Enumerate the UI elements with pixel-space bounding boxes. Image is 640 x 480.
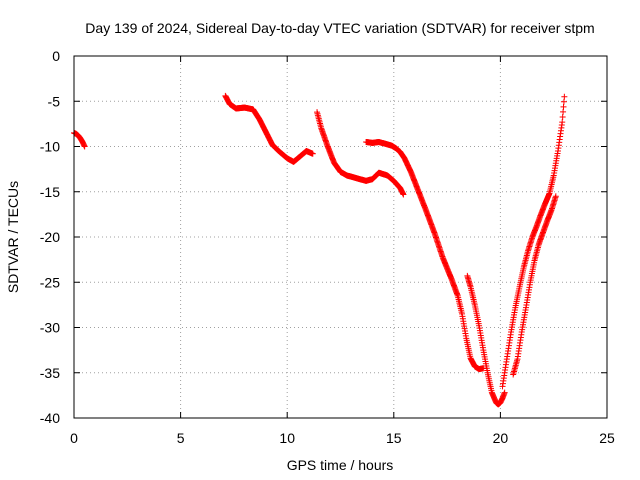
x-tick-label: 0 (70, 430, 78, 446)
series-segment-2 (222, 92, 316, 165)
data-point (560, 98, 567, 105)
data-point (560, 103, 567, 110)
x-tick-label: 15 (386, 430, 402, 446)
y-tick-label: -35 (40, 365, 60, 381)
y-tick-label: -40 (40, 410, 60, 426)
data-point (552, 193, 559, 200)
series-segment-3 (314, 109, 407, 198)
tick-labels: 0 5 10 15 20 25 0 -5 -10 -15 -20 -25 -30 -35 -40 (40, 48, 615, 446)
x-tick-label: 5 (177, 430, 185, 446)
y-tick-label: 0 (52, 48, 60, 64)
data-point (559, 119, 566, 126)
y-tick-label: -30 (40, 320, 60, 336)
y-tick-label: -15 (40, 184, 60, 200)
y-tick-label: -25 (40, 274, 60, 290)
plot-frame (73, 55, 608, 419)
series-segment-4 (363, 138, 487, 373)
y-tick-label: -5 (48, 93, 61, 109)
data-point (560, 108, 567, 115)
x-tick-label: 25 (599, 430, 615, 446)
grid-lines (74, 56, 607, 418)
series-segment-7 (510, 193, 559, 378)
x-axis-label: GPS time / hours (287, 457, 394, 473)
data-point (501, 389, 508, 396)
data-point (400, 191, 407, 198)
y-axis-label: SDTVAR / TECUs (5, 181, 21, 293)
series-segment-6 (499, 93, 568, 390)
y-tick-label: -20 (40, 229, 60, 245)
chart-title: Day 139 of 2024, Sidereal Day-to-day VTE… (85, 20, 594, 36)
axis-ticks (73, 55, 608, 419)
data-point (81, 143, 88, 150)
series-segment-5 (464, 272, 508, 408)
y-tick-label: -10 (40, 139, 60, 155)
data-point (561, 93, 568, 100)
data-point (559, 113, 566, 120)
x-tick-label: 20 (493, 430, 509, 446)
data-point (309, 150, 316, 157)
x-tick-label: 10 (279, 430, 295, 446)
data-series (71, 92, 568, 408)
